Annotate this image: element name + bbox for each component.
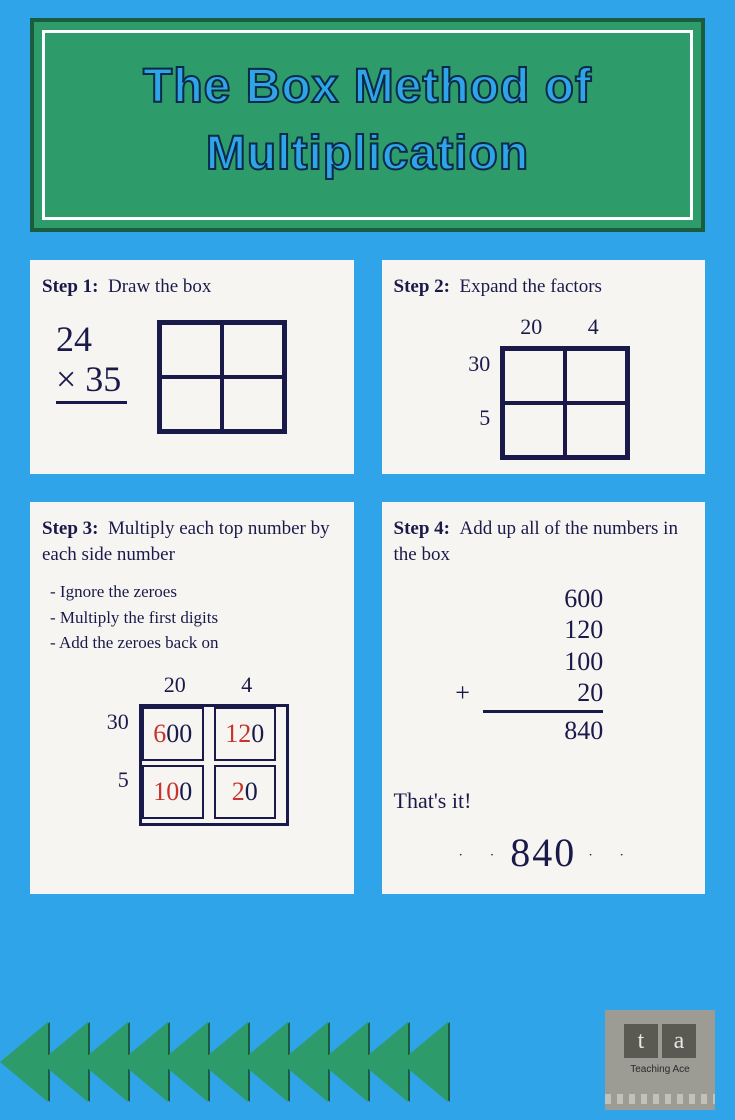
closing-remark: That's it! <box>394 786 694 816</box>
final-value: 840 <box>510 830 576 875</box>
bullet-item: - Multiply the first digits <box>50 605 342 631</box>
step-2-heading: Step 2: Expand the factors <box>394 274 694 300</box>
step-2-title: Expand the factors <box>459 276 601 297</box>
logo-wave-icon <box>605 1094 715 1104</box>
side-label: 30 <box>95 707 129 765</box>
leading-digits: 2 <box>232 774 245 809</box>
grid-cell <box>565 349 627 403</box>
step-3-panel: Step 3: Multiply each top number by each… <box>30 502 354 894</box>
step-1-title: Draw the box <box>108 276 211 297</box>
step-4-heading: Step 4: Add up all of the numbers in the… <box>394 516 694 567</box>
step-1-content: 24 × 35 <box>42 320 342 434</box>
trailing-zeros: 00 <box>166 716 192 751</box>
grid-cell <box>503 403 565 457</box>
logo-letter: t <box>624 1024 658 1058</box>
product-cell: 120 <box>214 707 276 761</box>
grid-cell <box>222 323 284 377</box>
leading-digits: 12 <box>225 716 251 751</box>
top-label: 20 <box>139 670 211 700</box>
trailing-zeros: 0 <box>179 774 192 809</box>
product-cell: 600 <box>142 707 204 761</box>
top-label: 4 <box>211 670 283 700</box>
top-label: 20 <box>500 312 562 342</box>
side-labels: 30 5 <box>456 349 496 457</box>
empty-box-grid <box>500 346 630 460</box>
title-inner-border: The Box Method of Multiplication <box>42 30 693 220</box>
top-label: 4 <box>562 312 624 342</box>
addend: 20 <box>483 677 603 708</box>
step-1-heading: Step 1: Draw the box <box>42 274 342 300</box>
step-4-label: Step 4: <box>394 518 450 539</box>
steps-grid: Step 1: Draw the box 24 × 35 Step 2: Exp… <box>30 260 705 894</box>
trailing-zeros: 0 <box>245 774 258 809</box>
footer-chevrons <box>0 1022 440 1102</box>
multiplicand: 24 <box>56 320 127 360</box>
addend: 120 <box>483 614 603 645</box>
multiplication-problem: 24 × 35 <box>42 320 127 404</box>
brand-logo: t a Teaching Ace <box>605 1010 715 1110</box>
sparkle-icon: · · <box>588 848 628 863</box>
step-3-heading: Step 3: Multiply each top number by each… <box>42 516 342 567</box>
sum-total: 840 <box>483 710 603 746</box>
trailing-zeros: 0 <box>251 716 264 751</box>
addend: 100 <box>483 646 603 677</box>
step-1-label: Step 1: <box>42 276 98 297</box>
empty-box-grid <box>157 320 287 434</box>
logo-letter: a <box>662 1024 696 1058</box>
side-labels: 30 5 <box>95 707 135 823</box>
top-labels: 20 4 <box>139 670 289 700</box>
filled-box-grid: 20 4 30 5 600 120 100 20 <box>95 670 289 826</box>
product-grid: 600 120 100 20 <box>139 704 289 826</box>
grid-cell <box>565 403 627 457</box>
chevron-icon <box>400 1022 448 1102</box>
product-cell: 20 <box>214 765 276 819</box>
final-answer: · · 840 · · <box>394 826 694 880</box>
step-4-panel: Step 4: Add up all of the numbers in the… <box>382 502 706 894</box>
leading-digits: 6 <box>153 716 166 751</box>
step-3-bullets: - Ignore the zeroes - Multiply the first… <box>50 579 342 656</box>
logo-label: Teaching Ace <box>605 1064 715 1075</box>
multiplier: × 35 <box>56 360 127 405</box>
grid-cell <box>160 323 222 377</box>
grid-cell <box>222 377 284 431</box>
step-3-label: Step 3: <box>42 518 98 539</box>
top-labels: 20 4 <box>500 312 630 342</box>
title-line-1: The Box Method of <box>143 60 592 113</box>
labeled-box-grid: 20 4 30 5 <box>456 312 630 460</box>
product-cell: 100 <box>142 765 204 819</box>
side-label: 5 <box>95 765 129 823</box>
side-label: 30 <box>456 349 490 403</box>
side-label: 5 <box>456 403 490 457</box>
leading-digits: 10 <box>153 774 179 809</box>
addition-column: 600 120 100 20 840 <box>483 583 603 746</box>
logo-tiles: t a <box>605 1024 715 1058</box>
bullet-item: - Ignore the zeroes <box>50 579 342 605</box>
step-1-panel: Step 1: Draw the box 24 × 35 <box>30 260 354 474</box>
step-2-label: Step 2: <box>394 276 450 297</box>
bullet-item: - Add the zeroes back on <box>50 630 342 656</box>
title-text: The Box Method of Multiplication <box>55 53 680 187</box>
sparkle-icon: · · <box>458 848 498 863</box>
step-2-panel: Step 2: Expand the factors 20 4 30 5 <box>382 260 706 474</box>
grid-cell <box>160 377 222 431</box>
title-banner: The Box Method of Multiplication <box>30 18 705 232</box>
addend: 600 <box>483 583 603 614</box>
title-line-2: Multiplication <box>206 127 529 180</box>
grid-cell <box>503 349 565 403</box>
